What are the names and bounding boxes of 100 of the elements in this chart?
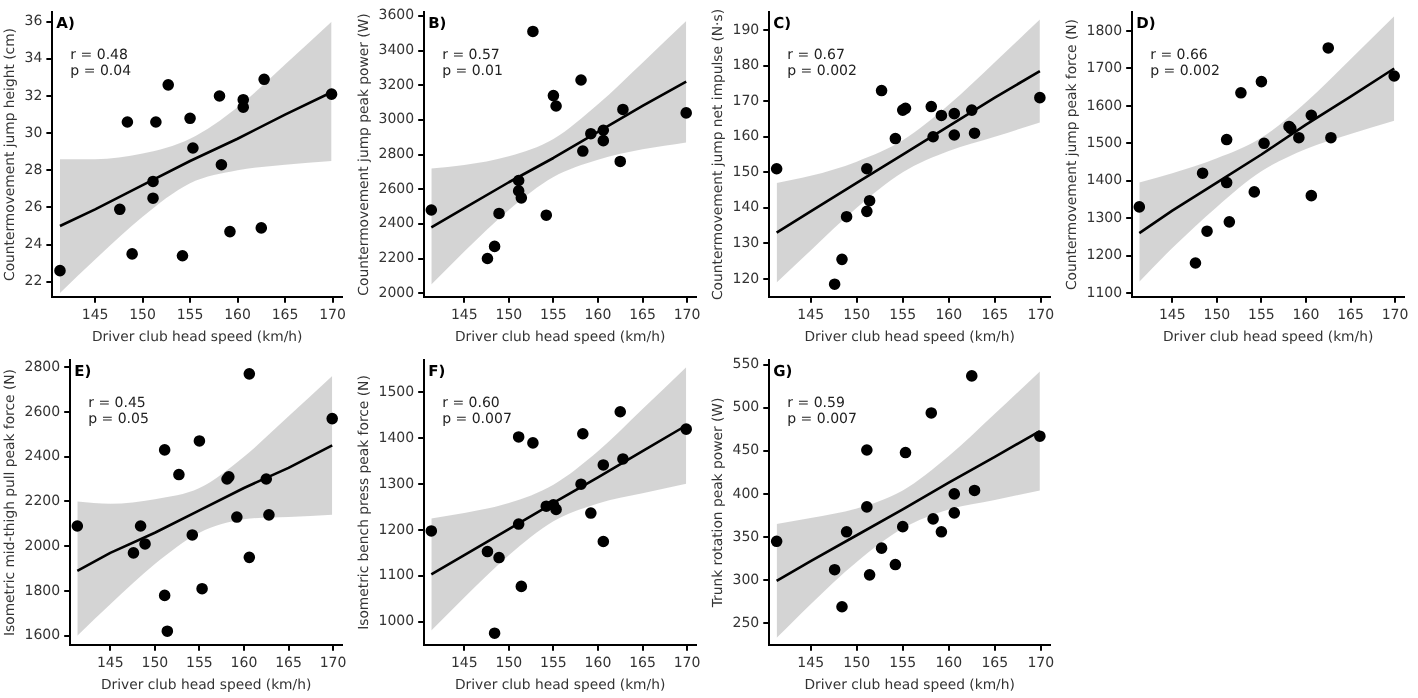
point: [899, 446, 912, 459]
point: [577, 145, 589, 157]
point: [512, 431, 525, 443]
point: [1034, 430, 1046, 442]
point: [213, 90, 226, 102]
point: [863, 194, 876, 207]
point: [425, 525, 438, 537]
point: [614, 405, 627, 418]
point: [187, 142, 199, 154]
point: [1305, 109, 1318, 122]
point: [770, 162, 783, 175]
point: [948, 488, 961, 500]
point: [948, 129, 961, 141]
point: [527, 25, 539, 38]
point: [1305, 189, 1318, 202]
point: [597, 124, 610, 137]
point: [597, 134, 610, 147]
point: [326, 412, 338, 425]
point: [1325, 131, 1337, 144]
point: [617, 453, 629, 465]
point: [184, 112, 196, 125]
point: [114, 203, 126, 216]
point: [585, 507, 597, 519]
point: [836, 600, 848, 613]
point: [861, 205, 873, 218]
point: [425, 204, 438, 216]
point: [935, 109, 948, 122]
point: [828, 278, 841, 290]
point: [147, 175, 159, 188]
point: [935, 526, 948, 538]
point: [134, 520, 147, 532]
point: [840, 210, 853, 223]
point: [173, 468, 185, 481]
point: [481, 252, 494, 265]
point: [965, 104, 978, 116]
point: [1189, 257, 1202, 269]
point: [196, 582, 208, 595]
point: [1255, 75, 1268, 88]
point: [158, 589, 171, 602]
point: [770, 535, 783, 548]
point: [597, 535, 610, 548]
point: [875, 542, 888, 554]
point: [925, 407, 938, 419]
point: [176, 249, 189, 262]
point: [1034, 91, 1046, 104]
point: [515, 580, 528, 593]
point: [896, 520, 909, 533]
point: [54, 264, 66, 277]
point: [527, 437, 539, 449]
point: [71, 520, 84, 532]
point: [127, 547, 140, 559]
point: [1223, 216, 1236, 228]
point: [186, 529, 199, 541]
point: [875, 84, 888, 97]
point: [243, 368, 256, 380]
point: [243, 551, 256, 564]
point: [585, 127, 597, 140]
point: [1258, 137, 1270, 150]
point: [577, 427, 589, 440]
point: [162, 79, 175, 91]
point: [550, 100, 562, 112]
point: [193, 435, 206, 447]
point: [515, 192, 528, 204]
point: [1248, 186, 1261, 198]
point: [861, 162, 873, 175]
point: [927, 513, 939, 525]
point: [597, 459, 610, 471]
point: [1235, 87, 1247, 99]
point: [255, 222, 268, 234]
point: [493, 207, 505, 220]
point: [1133, 201, 1146, 213]
point: [836, 253, 848, 266]
point: [575, 74, 587, 86]
point: [1322, 42, 1335, 54]
point: [512, 174, 525, 187]
point: [325, 88, 338, 100]
point: [231, 511, 243, 523]
point: [1220, 176, 1233, 189]
point: [488, 627, 501, 639]
point: [550, 503, 562, 516]
point: [121, 116, 134, 128]
point: [617, 103, 629, 116]
point: [512, 518, 525, 530]
point: [1201, 225, 1213, 237]
point: [260, 473, 273, 485]
point: [828, 563, 841, 576]
point: [680, 423, 692, 435]
point: [927, 130, 939, 143]
point: [1388, 70, 1400, 82]
point: [861, 501, 873, 513]
point: [547, 89, 560, 102]
point: [488, 240, 501, 253]
point: [925, 100, 938, 113]
point: [861, 444, 873, 456]
point: [614, 155, 627, 168]
point: [150, 116, 162, 128]
point: [948, 107, 961, 120]
point: [258, 73, 270, 86]
point: [215, 158, 228, 171]
point: [889, 132, 902, 145]
